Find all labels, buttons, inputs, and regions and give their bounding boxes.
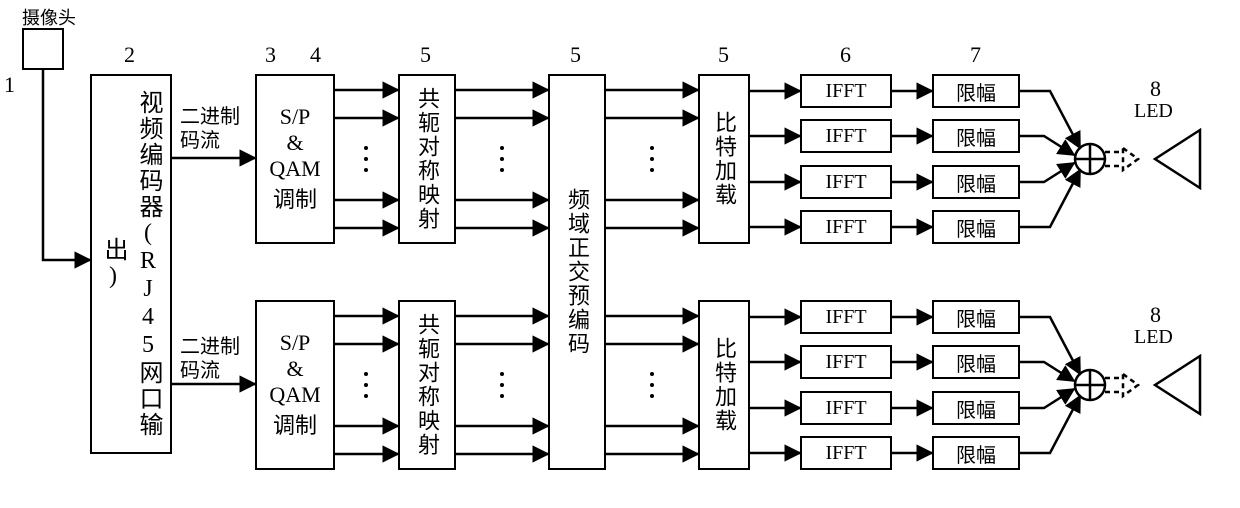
spqam-top-l4: 调制 bbox=[273, 182, 317, 214]
conj-bot-text: 共轭对称映射 bbox=[411, 313, 443, 457]
bitstream-bot-2: 码流 bbox=[180, 354, 220, 383]
label-6: 6 bbox=[840, 42, 851, 68]
wiring-svg bbox=[0, 0, 1240, 508]
conj-top: 共轭对称映射 bbox=[398, 74, 456, 244]
limit-4: 限幅 bbox=[932, 210, 1020, 244]
bitload-bot: 比特加载 bbox=[698, 300, 750, 470]
led-top: LED bbox=[1134, 100, 1173, 123]
encoder-block: 视频编码器(RJ45网口输出) bbox=[90, 74, 172, 454]
label-5c: 5 bbox=[718, 42, 729, 68]
camera-label: 摄像头 bbox=[22, 4, 76, 30]
label-1: 1 bbox=[4, 72, 15, 98]
precoding-text: 频域正交预编码 bbox=[561, 188, 593, 356]
limit-1: 限幅 bbox=[932, 74, 1020, 108]
limit-6: 限幅 bbox=[932, 345, 1020, 379]
limit-7: 限幅 bbox=[932, 391, 1020, 425]
camera-box bbox=[22, 28, 64, 70]
label-8-top: 8 bbox=[1150, 76, 1161, 102]
spqam-top-l1: S/P bbox=[280, 104, 311, 130]
bitstream-top-2: 码流 bbox=[180, 124, 220, 153]
spqam-top: S/P & QAM 调制 bbox=[255, 74, 335, 244]
bitload-top: 比特加载 bbox=[698, 74, 750, 244]
limit-8: 限幅 bbox=[932, 436, 1020, 470]
precoding-block: 频域正交预编码 bbox=[548, 74, 606, 470]
ifft-3: IFFT bbox=[800, 165, 892, 199]
limit-5: 限幅 bbox=[932, 300, 1020, 334]
limit-2: 限幅 bbox=[932, 119, 1020, 153]
ifft-8: IFFT bbox=[800, 436, 892, 470]
ifft-1: IFFT bbox=[800, 74, 892, 108]
label-5b: 5 bbox=[570, 42, 581, 68]
ifft-5: IFFT bbox=[800, 300, 892, 334]
bitload-bot-text: 比特加载 bbox=[708, 337, 740, 433]
bitload-top-text: 比特加载 bbox=[708, 111, 740, 207]
spqam-bot-l4: 调制 bbox=[273, 408, 317, 440]
label-7: 7 bbox=[970, 42, 981, 68]
encoder-text: 视频编码器(RJ45网口输出) bbox=[96, 76, 166, 452]
spqam-top-l3: QAM bbox=[269, 156, 320, 182]
ifft-2: IFFT bbox=[800, 119, 892, 153]
limit-3: 限幅 bbox=[932, 165, 1020, 199]
label-2: 2 bbox=[124, 42, 135, 68]
ifft-6: IFFT bbox=[800, 345, 892, 379]
ifft-4: IFFT bbox=[800, 210, 892, 244]
conj-bot: 共轭对称映射 bbox=[398, 300, 456, 470]
label-4: 4 bbox=[310, 42, 321, 68]
ifft-7: IFFT bbox=[800, 391, 892, 425]
label-8-bot: 8 bbox=[1150, 302, 1161, 328]
spqam-top-l2: & bbox=[286, 130, 303, 156]
conj-top-text: 共轭对称映射 bbox=[411, 87, 443, 231]
led-bot: LED bbox=[1134, 326, 1173, 349]
spqam-bot: S/P & QAM 调制 bbox=[255, 300, 335, 470]
label-3: 3 bbox=[265, 42, 276, 68]
spqam-bot-l2: & bbox=[286, 356, 303, 382]
label-5a: 5 bbox=[420, 42, 431, 68]
spqam-bot-l1: S/P bbox=[280, 330, 311, 356]
spqam-bot-l3: QAM bbox=[269, 382, 320, 408]
